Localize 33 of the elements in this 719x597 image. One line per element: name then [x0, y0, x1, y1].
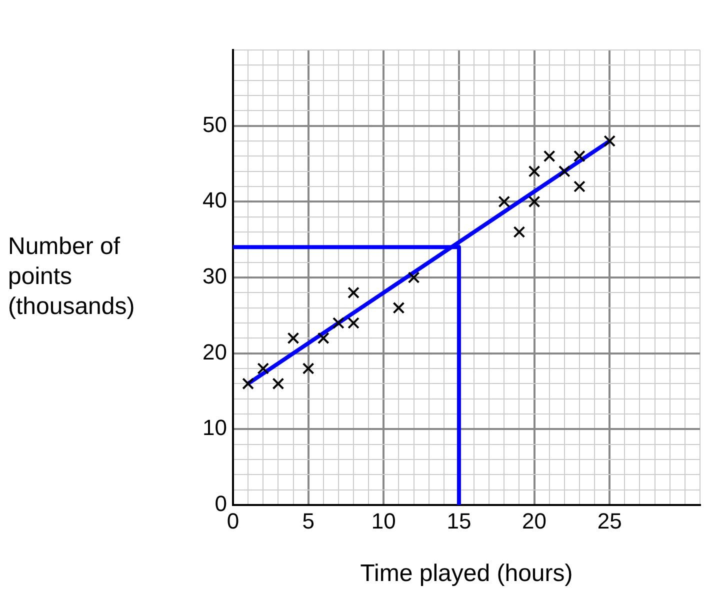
- point: [498, 196, 510, 208]
- y-tick-label: 20: [202, 339, 227, 364]
- point: [574, 150, 586, 162]
- point: [348, 317, 360, 329]
- point: [302, 362, 314, 374]
- point: [558, 165, 570, 178]
- point: [513, 226, 526, 238]
- point: [528, 165, 540, 178]
- point: [332, 317, 344, 329]
- y-axis-title: Number of points (thousands): [8, 232, 136, 322]
- x-tick-label: 10: [371, 508, 396, 534]
- point: [408, 272, 420, 284]
- point: [528, 196, 540, 208]
- x-tick-label: 20: [522, 508, 547, 534]
- point: [317, 332, 330, 344]
- point: [392, 302, 405, 314]
- y-tick-label: 10: [202, 415, 227, 440]
- point: [287, 332, 300, 344]
- x-tick-label: 5: [302, 508, 314, 534]
- y-tick-label: 0: [214, 491, 227, 516]
- point: [242, 378, 254, 390]
- y-tick-label: 40: [202, 188, 227, 213]
- point: [348, 286, 360, 299]
- x-tick-label: 15: [446, 508, 472, 534]
- x-tick-label: 25: [597, 508, 622, 534]
- y-tick-label: 30: [202, 264, 227, 289]
- point: [574, 180, 586, 192]
- point: [257, 362, 270, 374]
- point: [272, 378, 284, 390]
- y-tick-label: 50: [202, 112, 227, 137]
- point: [543, 150, 556, 162]
- x-axis-title: Time played (hours): [359, 560, 574, 588]
- point: [604, 135, 616, 147]
